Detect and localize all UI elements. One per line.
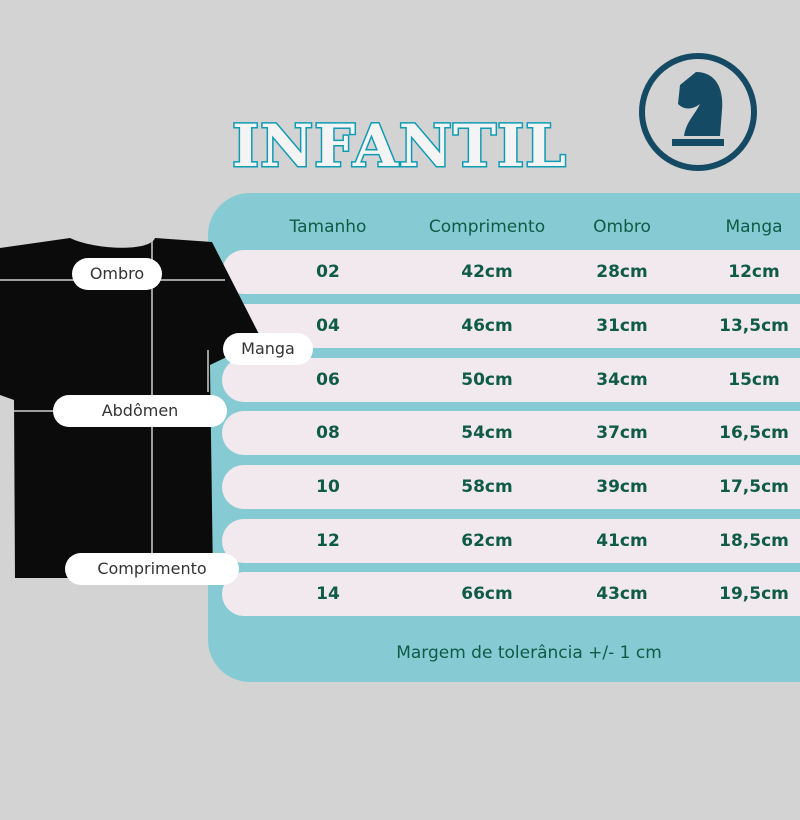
table-cell: 14 — [316, 584, 340, 604]
column-header: Comprimento — [428, 217, 546, 237]
table-row: 10 58cm 39cm 17,5cm — [222, 465, 800, 509]
table-cell: 28cm — [596, 262, 648, 282]
tolerance-note: Margem de tolerância +/- 1 cm — [396, 643, 662, 663]
column-header: Tamanho — [289, 217, 367, 237]
table-cell: 50cm — [461, 370, 513, 390]
table-cell: 31cm — [596, 316, 648, 336]
table-cell: 02 — [316, 262, 340, 282]
table-cell: 18,5cm — [719, 531, 789, 551]
column-header: Ombro — [593, 217, 651, 237]
table-row: 04 46cm 31cm 13,5cm — [222, 304, 800, 348]
table-cell: 34cm — [596, 370, 648, 390]
table-cell: 08 — [316, 423, 340, 443]
table-cell: 37cm — [596, 423, 648, 443]
table-row: 12 62cm 41cm 18,5cm — [222, 519, 800, 563]
page-title: INFANTIL — [231, 111, 568, 182]
table-cell: 13,5cm — [719, 316, 789, 336]
table-row: 02 42cm 28cm 12cm — [222, 250, 800, 294]
label-ombro: Ombro — [72, 258, 162, 290]
table-cell: 19,5cm — [719, 584, 789, 604]
table-row: 14 66cm 43cm 19,5cm — [222, 572, 800, 616]
table-cell: 15cm — [728, 370, 780, 390]
table-row: 06 50cm 34cm 15cm — [222, 358, 800, 402]
table-cell: 12 — [316, 531, 340, 551]
table-row: 08 54cm 37cm 16,5cm — [222, 411, 800, 455]
table-cell: 41cm — [596, 531, 648, 551]
label-manga: Manga — [223, 333, 313, 365]
table-cell: 04 — [316, 316, 340, 336]
table-cell: 06 — [316, 370, 340, 390]
label-abdomen: Abdômen — [53, 395, 227, 427]
table-cell: 12cm — [728, 262, 780, 282]
table-cell: 46cm — [461, 316, 513, 336]
table-cell: 16,5cm — [719, 423, 789, 443]
table-cell: 62cm — [461, 531, 513, 551]
table-cell: 54cm — [461, 423, 513, 443]
table-cell: 66cm — [461, 584, 513, 604]
chess-knight-icon — [639, 53, 757, 171]
label-comprimento: Comprimento — [65, 553, 239, 585]
table-cell: 39cm — [596, 477, 648, 497]
table-cell: 43cm — [596, 584, 648, 604]
table-cell: 58cm — [461, 477, 513, 497]
table-cell: 10 — [316, 477, 340, 497]
table-cell: 42cm — [461, 262, 513, 282]
column-header: Manga — [725, 217, 783, 237]
table-cell: 17,5cm — [719, 477, 789, 497]
